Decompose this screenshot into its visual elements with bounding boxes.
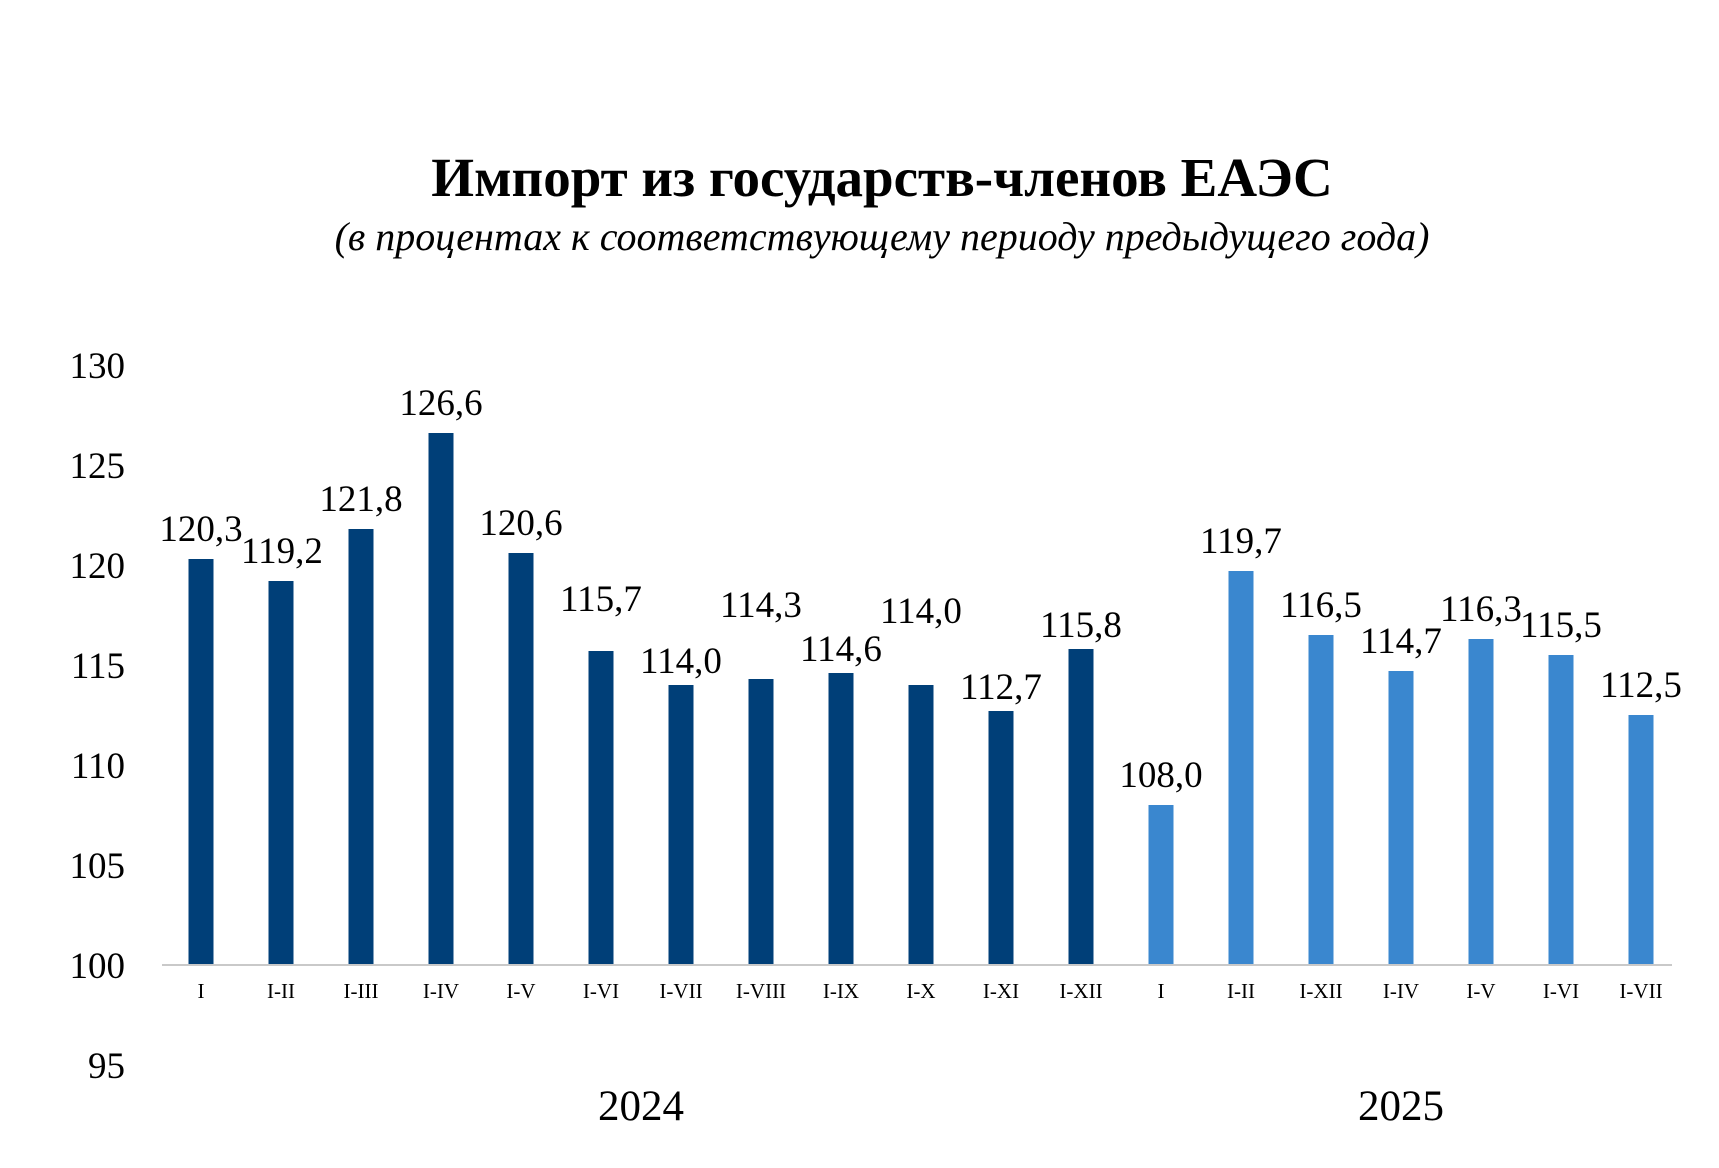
chart-subtitle: (в процентах к соответствующему периоду … xyxy=(335,214,1430,259)
bar-value-label: 119,7 xyxy=(1200,521,1282,562)
bar-value-label: 114,6 xyxy=(800,629,882,670)
x-tick-label: I-XII xyxy=(1299,979,1342,1003)
bar-value-label: 114,7 xyxy=(1360,621,1442,662)
bar-value-label: 121,8 xyxy=(319,479,402,520)
y-tick-label: 100 xyxy=(70,946,126,987)
bar-series xyxy=(188,433,1654,965)
x-tick-label: I xyxy=(1158,979,1165,1003)
y-tick-label: 130 xyxy=(70,346,126,387)
bar-value-label: 108,0 xyxy=(1119,755,1202,796)
bar xyxy=(828,673,854,965)
bar-value-label: 115,8 xyxy=(1040,605,1122,646)
bar xyxy=(1148,805,1174,965)
bar xyxy=(1548,655,1574,965)
bar xyxy=(908,685,934,965)
bar-value-label: 120,3 xyxy=(159,509,242,550)
x-tick-label: I-V xyxy=(506,979,535,1003)
x-axis-ticks: I I-II I-III I-IV I-V I-VI I-VII I-VIII I-IX I-X I… xyxy=(198,979,1663,1003)
x-tick-label: I-II xyxy=(267,979,295,1003)
x-tick-label: I-XII xyxy=(1059,979,1102,1003)
x-tick-label: I-X xyxy=(906,979,935,1003)
y-tick-label: 105 xyxy=(70,846,126,887)
bar xyxy=(268,581,294,965)
bar xyxy=(1468,639,1494,965)
bar-value-label: 114,0 xyxy=(640,641,722,682)
x-tick-label: I-IX xyxy=(823,979,859,1003)
year-label: 2025 xyxy=(1358,1083,1444,1130)
x-tick-label: I-II xyxy=(1227,979,1255,1003)
y-tick-label: 120 xyxy=(70,546,126,587)
x-tick-label: I-VI xyxy=(583,979,619,1003)
year-group-labels: 2024 2025 xyxy=(598,1083,1444,1130)
bar xyxy=(428,433,454,965)
x-tick-label: I-VII xyxy=(659,979,702,1003)
chart-title: Импорт из государств-членов ЕАЭС xyxy=(431,147,1332,208)
bar xyxy=(1068,649,1094,965)
bar-value-label: 120,6 xyxy=(479,503,562,544)
bar xyxy=(988,711,1014,965)
bar xyxy=(1228,571,1254,965)
bar xyxy=(1628,715,1654,965)
bar-value-label: 114,3 xyxy=(720,585,802,626)
bar xyxy=(1388,671,1414,965)
bar xyxy=(588,651,614,965)
x-tick-label: I xyxy=(198,979,205,1003)
bar-value-label: 115,7 xyxy=(560,579,642,620)
bar-value-label: 119,2 xyxy=(241,531,323,572)
bar-value-label: 116,3 xyxy=(1440,589,1522,630)
bar-value-label: 115,5 xyxy=(1520,605,1602,646)
x-tick-label: I-IV xyxy=(1383,979,1419,1003)
bar xyxy=(188,559,214,965)
bar-value-label: 126,6 xyxy=(399,383,482,424)
y-tick-label: 125 xyxy=(70,446,126,487)
x-tick-label: I-VII xyxy=(1619,979,1662,1003)
x-tick-label: I-XI xyxy=(983,979,1019,1003)
bar xyxy=(508,553,534,965)
x-tick-label: I-III xyxy=(344,979,379,1003)
x-tick-label: I-VI xyxy=(1543,979,1579,1003)
bar-value-label: 116,5 xyxy=(1280,585,1362,626)
y-tick-label: 115 xyxy=(71,646,125,687)
bar xyxy=(348,529,374,965)
year-label: 2024 xyxy=(598,1083,684,1130)
bar xyxy=(668,685,694,965)
x-tick-label: I-VIII xyxy=(736,979,786,1003)
bar-value-label: 112,7 xyxy=(960,667,1042,708)
x-tick-label: I-IV xyxy=(423,979,459,1003)
bar-value-label: 112,5 xyxy=(1600,665,1682,706)
bar xyxy=(748,679,774,965)
x-tick-label: I-V xyxy=(1466,979,1495,1003)
y-axis: 130 125 120 115 110 105 100 95 xyxy=(70,346,126,1087)
y-tick-label: 95 xyxy=(88,1046,125,1087)
bar xyxy=(1308,635,1334,965)
bar-value-label: 114,0 xyxy=(880,591,962,632)
y-tick-label: 110 xyxy=(71,746,125,787)
